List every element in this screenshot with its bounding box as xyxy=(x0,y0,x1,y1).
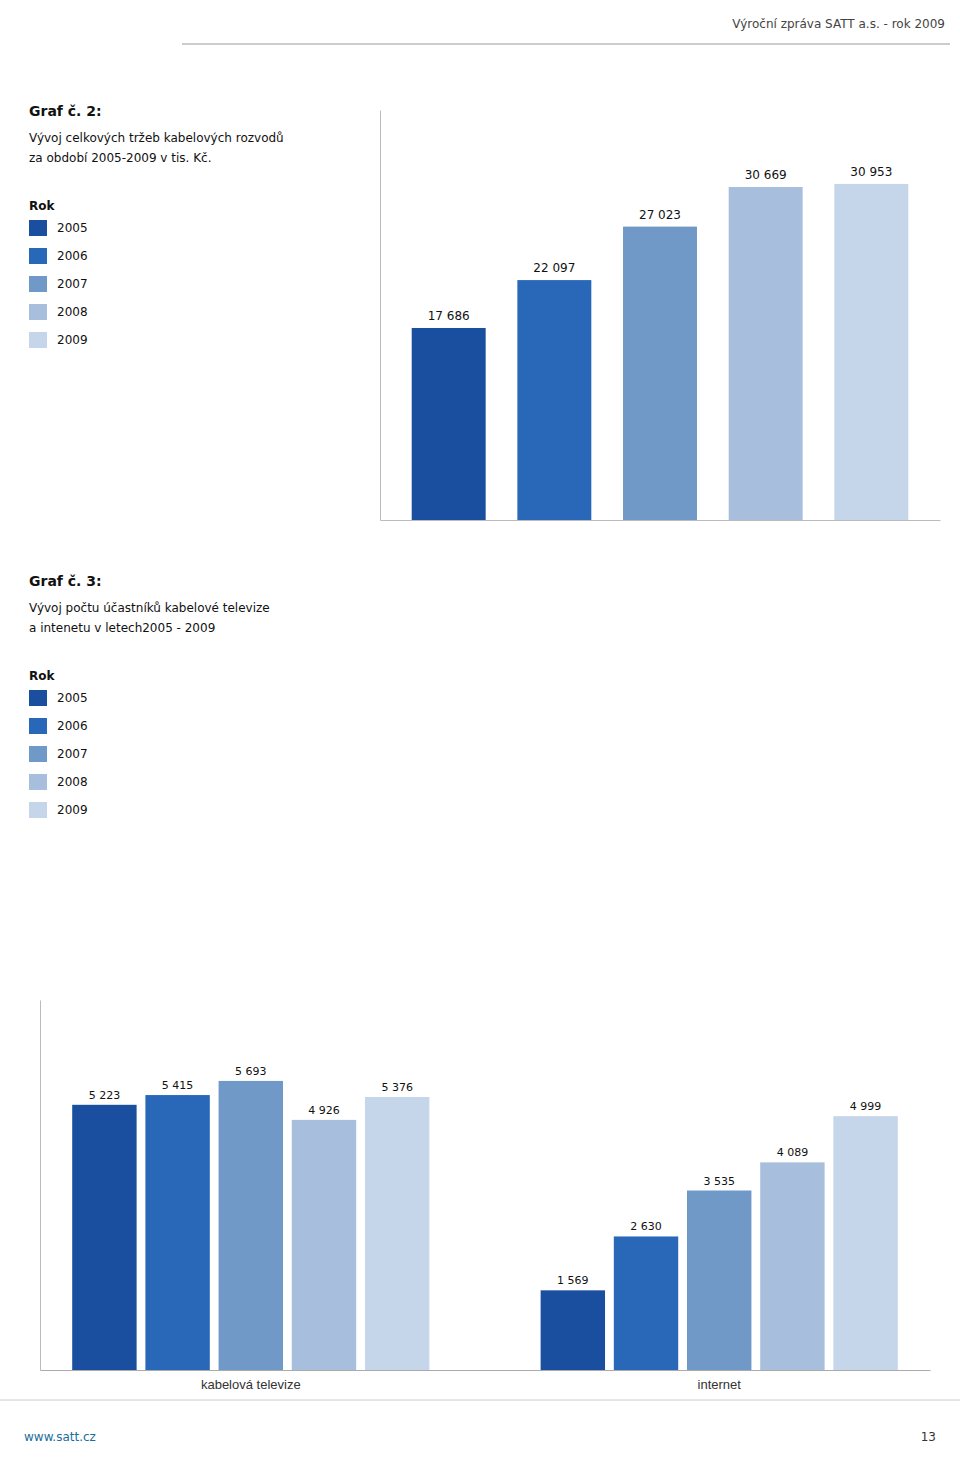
data-label: 5 693 xyxy=(235,1065,267,1078)
bar xyxy=(365,1097,429,1370)
legend-item: 2007 xyxy=(29,746,88,762)
bars xyxy=(72,1081,898,1370)
data-label: 4 089 xyxy=(777,1146,809,1159)
legend-label: 2007 xyxy=(57,747,88,761)
text-panel: Graf č. 2: Vývoj celkových tržeb kabelový… xyxy=(29,103,284,348)
data-label: 5 223 xyxy=(89,1089,121,1102)
page: Výroční zpráva SATT a.s. - rok 2009 Graf … xyxy=(0,0,960,1472)
bar xyxy=(760,1162,824,1370)
data-label: 5 376 xyxy=(381,1081,413,1094)
bar xyxy=(72,1105,136,1370)
data-label: 4 999 xyxy=(850,1100,882,1113)
legend-label: 2009 xyxy=(57,333,88,347)
legend-item: 2008 xyxy=(29,774,88,790)
x-axis xyxy=(381,520,941,521)
data-label: 5 415 xyxy=(162,1079,194,1092)
legend-label: 2009 xyxy=(57,803,88,817)
x-tick-label: internet xyxy=(698,1377,742,1392)
data-label: 27 023 xyxy=(639,208,681,222)
data-label: 17 686 xyxy=(428,309,470,323)
data-label: 4 926 xyxy=(308,1104,340,1117)
bar xyxy=(623,227,697,520)
bar xyxy=(833,1116,897,1370)
legend-item: 2009 xyxy=(29,802,88,818)
x-axis: kabelová televize internet xyxy=(41,1370,931,1392)
page-number: 13 xyxy=(921,1430,936,1444)
text-panel: Graf č. 3: Vývoj počtu účastníků kabelové… xyxy=(29,573,270,818)
legend-swatch xyxy=(29,774,47,790)
legend-title: Rok xyxy=(29,199,55,213)
legend: Rok2005 2006 2007 2008 2009 xyxy=(29,669,88,818)
data-label: 1 569 xyxy=(557,1274,589,1287)
legend-swatch xyxy=(29,220,47,236)
data-label: 3 535 xyxy=(703,1175,735,1188)
legend-item: 2008 xyxy=(29,304,88,320)
legend-label: 2007 xyxy=(57,277,88,291)
legend-swatch xyxy=(29,690,47,706)
legend-label: 2006 xyxy=(57,719,88,733)
x-tick-label: kabelová televize xyxy=(201,1377,301,1392)
header-rule xyxy=(182,44,950,45)
data-labels: 5 223 1 569 5 415 2 630 5 693 3 535 4 926 4 089… xyxy=(89,1065,882,1287)
bar xyxy=(219,1081,283,1370)
legend-swatch xyxy=(29,248,47,264)
data-label: 30 953 xyxy=(850,165,892,179)
data-label: 22 097 xyxy=(533,261,575,275)
x-axis-line xyxy=(381,520,941,521)
y-axis-line xyxy=(380,111,381,521)
legend-swatch xyxy=(29,746,47,762)
legend-item: 2006 xyxy=(29,718,88,734)
bar xyxy=(292,1120,356,1370)
y-axis xyxy=(40,1001,41,1371)
bar xyxy=(541,1290,605,1370)
x-tick: internet xyxy=(698,1370,742,1392)
bar xyxy=(145,1095,209,1370)
chart-subtitle: Vývoj počtu účastníků kabelové televize xyxy=(29,601,270,615)
x-tick: kabelová televize xyxy=(201,1370,301,1392)
legend-label: 2005 xyxy=(57,221,88,235)
legend-item: 2005 xyxy=(29,220,88,236)
legend-label: 2008 xyxy=(57,305,88,319)
legend-swatch xyxy=(29,332,47,348)
legend-swatch xyxy=(29,276,47,292)
bar xyxy=(687,1191,751,1370)
legend-swatch xyxy=(29,718,47,734)
legend-label: 2006 xyxy=(57,249,88,263)
y-axis-line xyxy=(40,1001,41,1371)
bars xyxy=(412,184,909,520)
legend-swatch xyxy=(29,802,47,818)
x-axis-line xyxy=(41,1370,931,1371)
bar xyxy=(729,187,803,520)
data-label: 2 630 xyxy=(630,1220,662,1233)
chart-title: Graf č. 2: xyxy=(29,103,102,119)
legend-swatch xyxy=(29,304,47,320)
header-text: Výroční zpráva SATT a.s. - rok 2009 xyxy=(732,17,945,31)
bar xyxy=(412,328,486,520)
data-label: 30 669 xyxy=(745,168,787,182)
legend-item: 2007 xyxy=(29,276,88,292)
legend-title: Rok xyxy=(29,669,55,683)
y-axis xyxy=(380,111,381,521)
legend-label: 2008 xyxy=(57,775,88,789)
legend: Rok2005 2006 2007 2008 2009 xyxy=(29,199,88,348)
legend-item: 2006 xyxy=(29,248,88,264)
chart-title: Graf č. 3: xyxy=(29,573,102,589)
footer-text: www.satt.cz xyxy=(24,1430,96,1444)
data-labels: 17 686 22 097 27 023 30 669 30 953 xyxy=(428,165,893,323)
chart-subtitle: za období 2005-2009 v tis. Kč. xyxy=(29,151,212,165)
chart-subtitle: Vývoj celkových tržeb kabelových rozvodů xyxy=(29,131,284,145)
chart-subtitle: a intenetu v letech2005 - 2009 xyxy=(29,621,215,635)
footer-rule xyxy=(0,1400,960,1401)
bar xyxy=(834,184,908,520)
legend-item: 2009 xyxy=(29,332,88,348)
bar xyxy=(517,280,591,520)
bar xyxy=(614,1236,678,1370)
legend-label: 2005 xyxy=(57,691,88,705)
legend-item: 2005 xyxy=(29,690,88,706)
